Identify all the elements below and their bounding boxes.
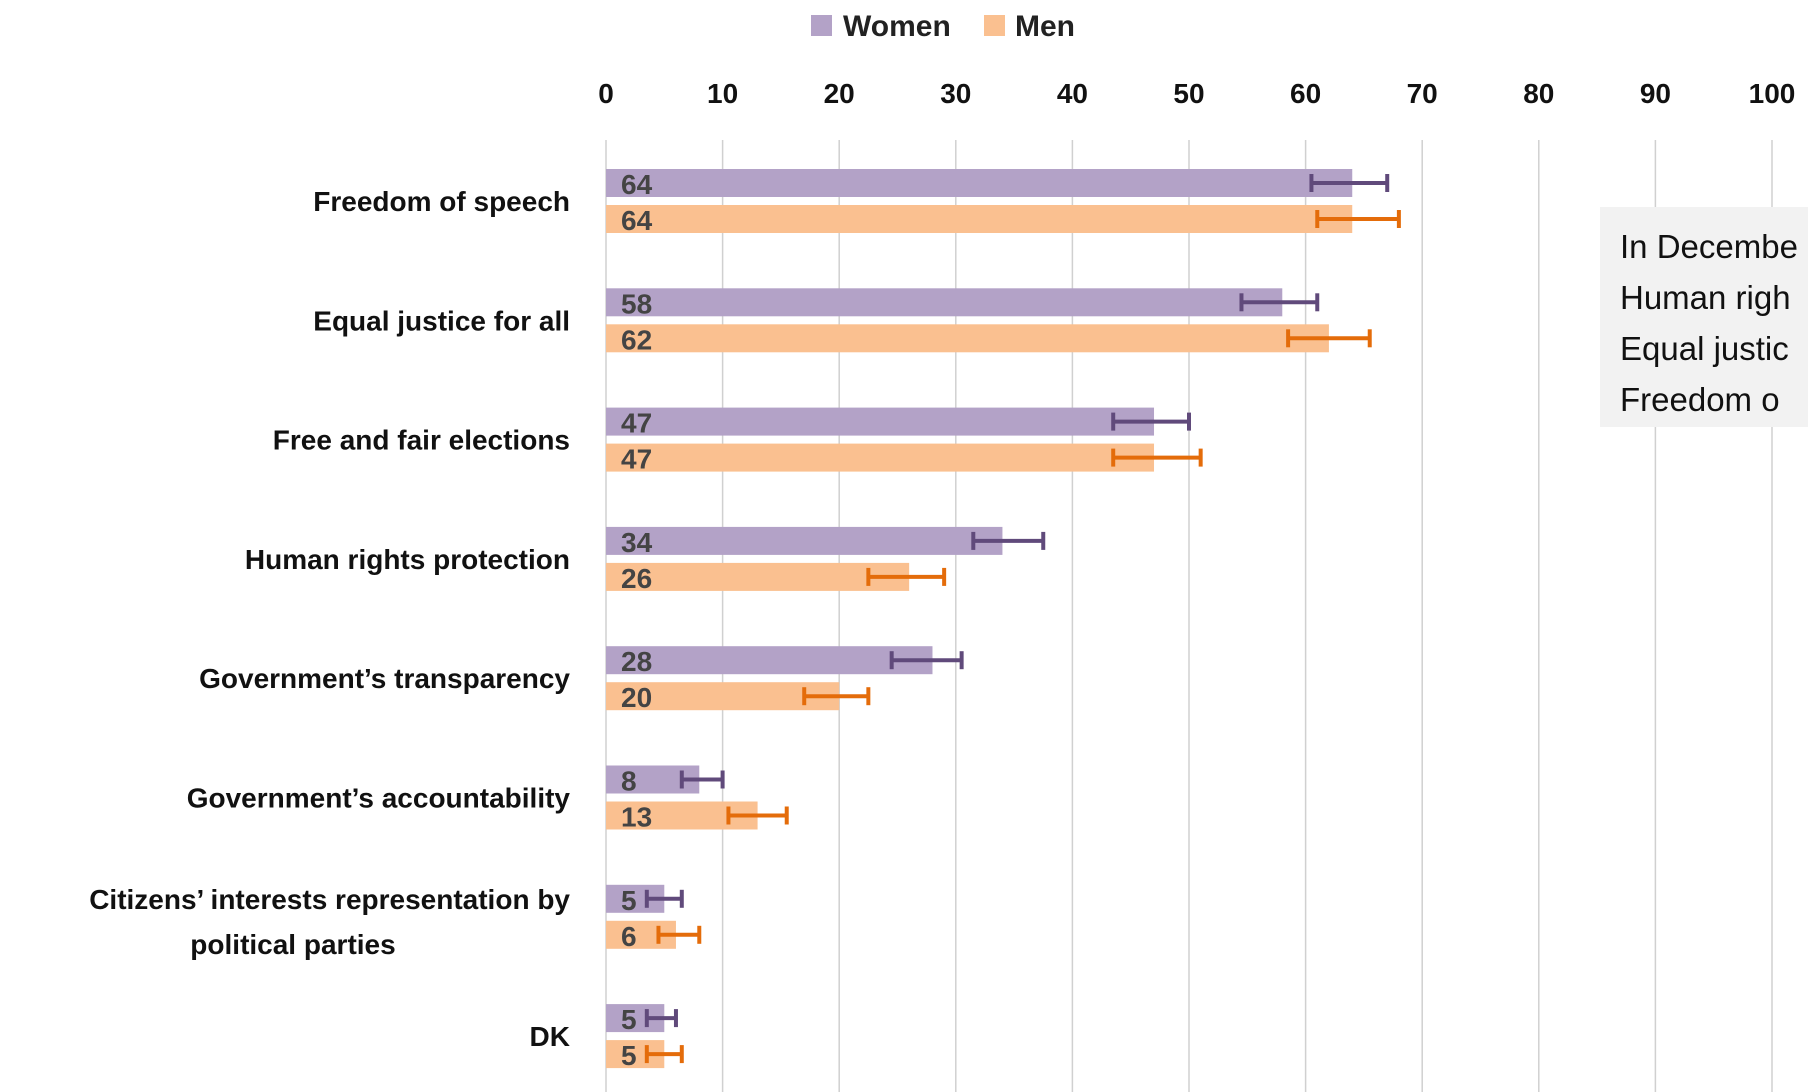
value-label: 58	[621, 288, 652, 319]
value-label: 5	[621, 1004, 637, 1035]
category-label: Citizens’ interests representation by	[89, 884, 570, 915]
bar-men	[606, 562, 910, 591]
legend-label-women: Women	[843, 10, 951, 43]
bar-women	[606, 526, 1003, 555]
legend: Women Men	[811, 10, 1075, 43]
bar-women	[606, 407, 1155, 436]
tick-label: 100	[1749, 78, 1796, 109]
tick-label: 90	[1640, 78, 1671, 109]
tick-label: 60	[1290, 78, 1321, 109]
category-label: DK	[530, 1021, 570, 1052]
tick-label: 20	[824, 78, 855, 109]
value-label: 34	[621, 527, 653, 558]
tick-label: 50	[1173, 78, 1204, 109]
tick-label: 30	[940, 78, 971, 109]
category-label-line2: political parties	[190, 929, 395, 960]
category-label: Free and fair elections	[273, 425, 570, 456]
value-label: 26	[621, 563, 652, 594]
value-label: 5	[621, 1040, 637, 1071]
bar-men	[606, 205, 1353, 233]
annotation-line: In Decembe	[1620, 228, 1798, 265]
category-label: Equal justice for all	[313, 305, 570, 336]
x-axis-ticks: 0 10 20 30 40 50 60 70 80 90 100	[598, 78, 1795, 109]
gridlines	[605, 140, 1773, 1092]
tick-label: 80	[1523, 78, 1554, 109]
bar-women	[606, 288, 1283, 317]
annotation-line: Freedom o	[1620, 381, 1780, 418]
bar-men	[606, 443, 1155, 472]
value-label: 64	[621, 205, 653, 236]
legend-swatch-women	[811, 15, 832, 36]
value-label: 47	[621, 408, 652, 439]
annotation-line: Human righ	[1620, 279, 1791, 316]
tick-label: 70	[1407, 78, 1438, 109]
annotation-line: Equal justic	[1620, 330, 1789, 367]
legend-swatch-men	[984, 15, 1005, 36]
value-label: 28	[621, 646, 652, 677]
value-label: 20	[621, 682, 652, 713]
value-label: 62	[621, 324, 652, 355]
category-labels: Freedom of speech Equal justice for all Fr…	[89, 186, 570, 1052]
tick-label: 10	[707, 78, 738, 109]
bar-women	[606, 646, 933, 675]
legend-label-men: Men	[1015, 10, 1075, 43]
tick-label: 0	[598, 78, 614, 109]
value-label: 6	[621, 921, 637, 952]
value-label: 47	[621, 444, 652, 475]
value-label: 5	[621, 885, 637, 916]
value-label: 64	[621, 169, 653, 200]
value-label: 13	[621, 802, 652, 833]
bar-women	[606, 169, 1353, 197]
category-label: Government’s transparency	[199, 663, 570, 694]
annotation-background	[1600, 207, 1808, 427]
category-label: Human rights protection	[245, 544, 570, 575]
tick-label: 40	[1057, 78, 1088, 109]
value-label: 8	[621, 766, 637, 797]
bar-men	[606, 682, 840, 711]
category-label: Government’s accountability	[187, 783, 571, 814]
bar-men	[606, 324, 1329, 353]
category-label: Freedom of speech	[313, 186, 570, 217]
bars: 64 64 58 62 47 47 34 26 28 20 8 13 5 6 5 5	[606, 169, 1401, 1071]
annotation-box: In Decembe Human righ Equal justic Freedom …	[1600, 207, 1808, 427]
